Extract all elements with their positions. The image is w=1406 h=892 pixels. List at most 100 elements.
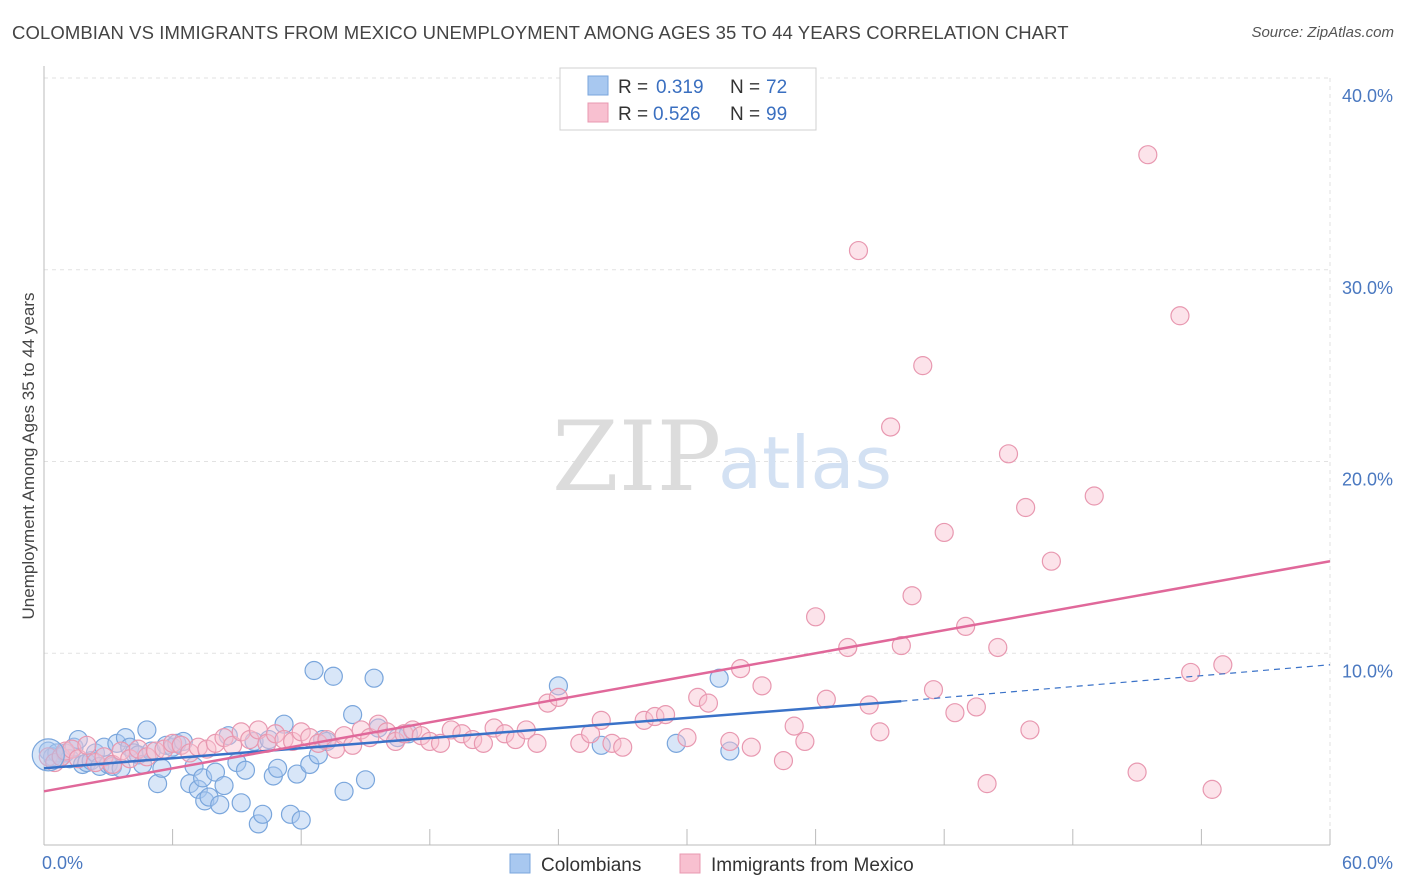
x-tick-label-max: 60.0%	[1342, 853, 1393, 873]
legend-r-label-2: R =	[618, 104, 648, 125]
source-credit: Source: ZipAtlas.com	[1251, 24, 1394, 41]
mexico-point	[848, 240, 869, 261]
colombians-point	[280, 804, 301, 824]
bottom-legend-swatch-mexico	[679, 853, 701, 874]
bottom-legend-label-mexico: Immigrants from Mexico	[711, 855, 914, 876]
data-points	[31, 145, 1233, 834]
mexico-point	[698, 693, 719, 713]
mexico-point	[1127, 762, 1147, 782]
mexico-point	[1213, 655, 1233, 675]
mexico-point	[998, 444, 1019, 464]
colombians-point	[304, 660, 324, 681]
mexico-point	[752, 676, 772, 696]
mexico-point	[1202, 779, 1222, 799]
mexico-point	[1084, 486, 1104, 506]
colombians-point	[666, 733, 686, 753]
mexico-point	[934, 522, 954, 543]
colombians-point	[548, 676, 569, 696]
legend-n-label-1: N =	[730, 77, 760, 98]
mexico-point	[602, 733, 622, 753]
legend-n-value-1: 72	[766, 77, 787, 98]
colombians-point	[231, 793, 251, 813]
colombians-point	[253, 804, 273, 824]
mexico-point	[1041, 551, 1061, 571]
x-tick-label-min: 0.0%	[42, 853, 83, 873]
mexico-point	[441, 720, 461, 740]
mexico-point	[1138, 145, 1158, 165]
colombians-point	[235, 760, 256, 780]
mexico-point	[1181, 662, 1201, 683]
colombians-point	[205, 762, 226, 782]
mexico-point	[527, 733, 547, 753]
y-tick-label: 10.0%	[1342, 661, 1393, 681]
mexico-point	[1170, 306, 1190, 326]
mexico-point	[902, 586, 922, 606]
legend-swatch-colombians	[587, 75, 609, 96]
colombians-point	[364, 668, 384, 688]
colombians-trend-line	[43, 699, 902, 770]
x-tick-labels: 0.0% 60.0%	[42, 853, 1393, 873]
mexico-point	[570, 733, 590, 753]
colombians-point	[343, 705, 363, 725]
legend-r-value-1: 0.319	[656, 77, 704, 98]
y-tick-label: 30.0%	[1342, 278, 1393, 298]
colombians-point	[214, 775, 234, 796]
colombians-point	[355, 770, 376, 790]
mexico-point	[430, 733, 451, 753]
legend-n-label-2: N =	[730, 104, 760, 125]
colombians-point	[188, 779, 208, 799]
colombians-point	[248, 814, 268, 834]
colombians-trend-line-extrapolated	[901, 664, 1331, 702]
colombians-point	[287, 764, 307, 784]
y-tick-label: 20.0%	[1342, 470, 1393, 490]
mexico-point	[720, 731, 740, 752]
mexico-point	[591, 710, 611, 730]
mexico-point	[870, 722, 890, 742]
colombians-point	[147, 774, 168, 794]
mexico-point	[923, 680, 944, 700]
mexico-point	[613, 737, 633, 757]
mexico-point	[77, 735, 97, 755]
colombians-point	[210, 795, 230, 815]
colombians-point	[137, 720, 157, 740]
colombians-point	[323, 666, 343, 686]
mexico-point	[977, 774, 997, 794]
colombians-point	[709, 668, 729, 688]
bottom-legend-label-colombians: Colombians	[541, 855, 641, 876]
legend-r-label-1: R =	[618, 77, 648, 98]
mexico-point	[966, 697, 986, 717]
chart-title: COLOMBIAN VS IMMIGRANTS FROM MEXICO UNEM…	[12, 22, 1069, 43]
legend-swatch-mexico	[587, 102, 609, 123]
mexico-point	[1020, 720, 1040, 740]
mexico-point	[677, 728, 697, 748]
series-legend: Colombians Immigrants from Mexico	[509, 853, 914, 876]
legend-n-value-2: 99	[766, 104, 787, 125]
legend-r-value-2: 0.526	[653, 104, 701, 125]
watermark: ZIP atlas	[552, 401, 892, 513]
mexico-point	[784, 716, 804, 736]
mexico-point	[741, 737, 761, 757]
mexico-point	[891, 635, 911, 656]
colombians-point	[291, 810, 311, 830]
watermark-zip: ZIP	[552, 401, 721, 513]
colombians-point	[199, 787, 219, 807]
colombians-point	[268, 758, 288, 778]
axes	[43, 66, 1331, 846]
colombians-point-cluster	[31, 738, 65, 772]
mexico-point	[988, 637, 1008, 658]
y-tick-label: 40.0%	[1342, 86, 1393, 106]
mexico-point	[945, 703, 965, 723]
mexico-point	[913, 356, 933, 376]
mexico-point	[473, 733, 493, 753]
mexico-point	[1016, 497, 1036, 518]
correlation-legend: R = 0.319 N = 72 R = 0.526 N = 99	[559, 67, 817, 131]
watermark-atlas: atlas	[718, 421, 892, 505]
bottom-legend-swatch-colombians	[509, 853, 531, 874]
mexico-point	[773, 751, 794, 771]
colombians-point	[334, 781, 354, 801]
y-tick-labels: 10.0% 20.0% 30.0% 40.0%	[1342, 86, 1393, 681]
mexico-point	[688, 687, 708, 707]
y-axis-label: Unemployment Among Ages 35 to 44 years	[19, 293, 38, 620]
mexico-trend-line	[43, 559, 1331, 793]
